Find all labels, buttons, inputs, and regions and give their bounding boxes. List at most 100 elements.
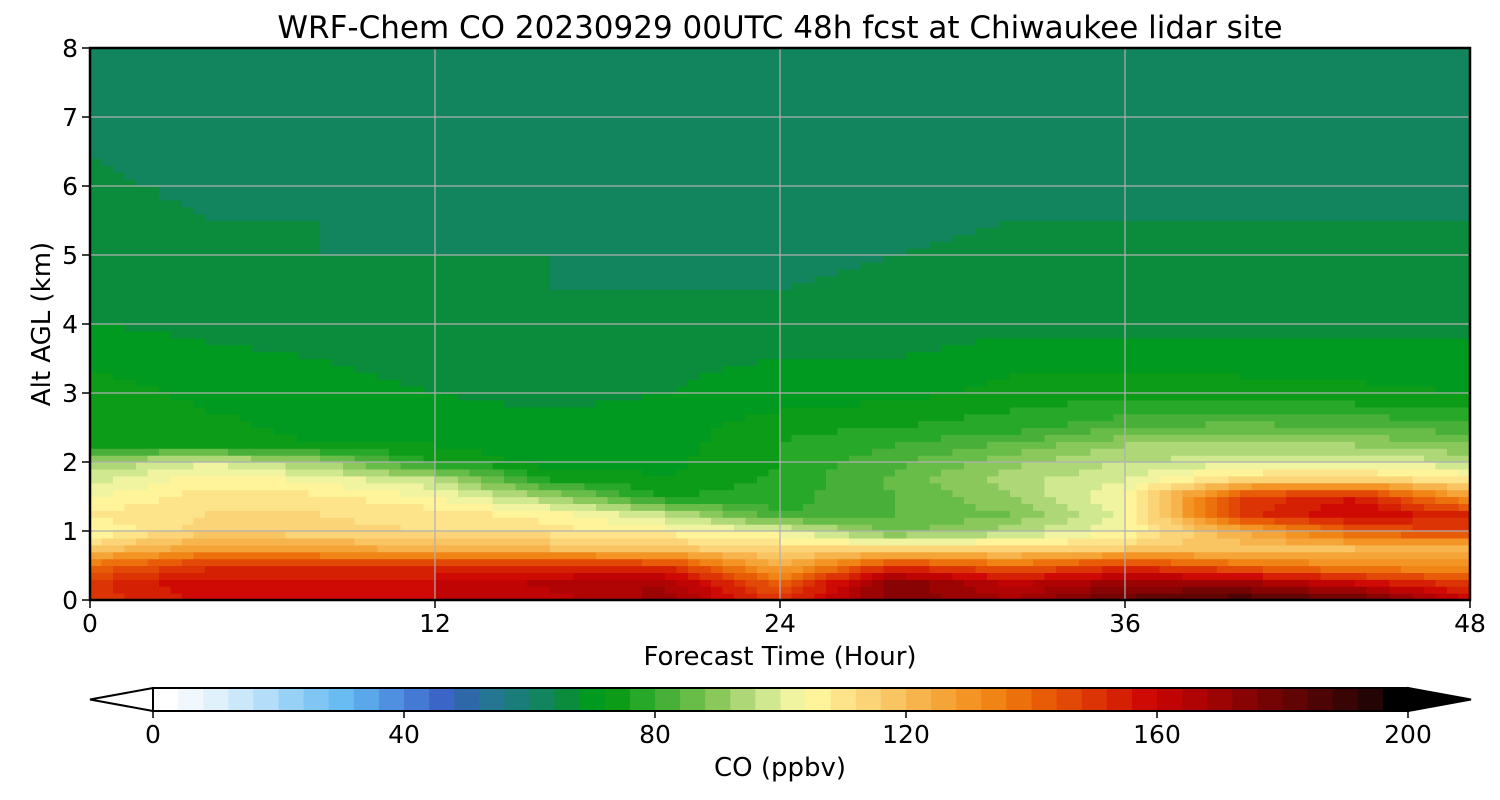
heatmap-cell <box>251 255 264 263</box>
heatmap-cell <box>228 496 241 504</box>
heatmap-cell <box>182 54 195 63</box>
heatmap-cell <box>251 241 264 249</box>
heatmap-cell <box>147 386 160 394</box>
heatmap-cell <box>366 434 379 442</box>
heatmap-cell <box>159 344 172 353</box>
heatmap-cell <box>469 537 482 546</box>
heatmap-cell <box>147 179 160 187</box>
heatmap-cell <box>722 344 735 353</box>
heatmap-cell <box>492 531 505 539</box>
heatmap-cell <box>481 158 494 166</box>
heatmap-cell <box>492 330 505 339</box>
heatmap-cell <box>561 351 574 360</box>
heatmap-cell <box>550 227 563 235</box>
heatmap-cell <box>458 420 471 429</box>
heatmap-cell <box>699 103 712 111</box>
heatmap-cell <box>538 186 551 194</box>
heatmap-cell <box>619 82 632 90</box>
heatmap-cell <box>527 537 540 546</box>
heatmap-cell <box>366 199 379 208</box>
heatmap-cell <box>492 303 505 311</box>
heatmap-cell <box>251 337 264 346</box>
heatmap-cell <box>481 220 494 228</box>
heatmap-cell <box>377 372 390 380</box>
heatmap-cell <box>446 75 459 84</box>
heatmap-cell <box>653 351 666 360</box>
heatmap-cell <box>504 61 517 70</box>
heatmap-cell <box>377 75 390 84</box>
heatmap-cell <box>228 551 241 560</box>
heatmap-cell <box>136 317 149 325</box>
heatmap-cell <box>745 531 758 539</box>
heatmap-cell <box>607 593 620 600</box>
heatmap-cell <box>389 117 402 125</box>
heatmap-cell <box>435 130 448 139</box>
heatmap-cell <box>504 220 517 228</box>
heatmap-cell <box>550 386 563 394</box>
heatmap-cell <box>504 358 517 366</box>
heatmap-cell <box>573 441 586 449</box>
heatmap-cell <box>228 96 241 104</box>
heatmap-cell <box>113 192 126 201</box>
heatmap-cell <box>768 317 781 325</box>
heatmap-cell <box>481 282 494 291</box>
heatmap-cell <box>665 96 678 104</box>
heatmap-cell <box>366 531 379 539</box>
heatmap-cell <box>515 303 528 311</box>
heatmap-cell <box>584 593 597 600</box>
heatmap-cell <box>469 427 482 435</box>
heatmap-cell <box>676 586 689 594</box>
heatmap-cell <box>642 510 655 518</box>
heatmap-cell <box>124 275 137 284</box>
heatmap-cell <box>193 103 206 111</box>
heatmap-cell <box>791 75 804 84</box>
heatmap-cell <box>722 496 735 504</box>
heatmap-cell <box>561 448 574 456</box>
heatmap-cell <box>780 475 793 484</box>
heatmap-cell <box>607 489 620 498</box>
heatmap-cell <box>596 179 609 187</box>
heatmap-cell <box>170 330 183 339</box>
heatmap-cell <box>596 572 609 580</box>
heatmap-cell <box>159 268 172 277</box>
heatmap-cell <box>136 199 149 208</box>
heatmap-cell <box>688 558 701 567</box>
heatmap-cell <box>803 393 816 401</box>
heatmap-cell <box>619 227 632 235</box>
heatmap-cell <box>412 227 425 235</box>
heatmap-cell <box>389 330 402 339</box>
heatmap-cell <box>113 406 126 415</box>
heatmap-cell <box>780 324 793 332</box>
heatmap-cell <box>757 372 770 380</box>
heatmap-cell <box>665 386 678 394</box>
heatmap-cell <box>458 572 471 580</box>
heatmap-cell <box>90 75 103 84</box>
heatmap-cell <box>469 317 482 325</box>
heatmap-cell <box>665 165 678 173</box>
heatmap-cell <box>423 524 436 532</box>
heatmap-cell <box>400 151 413 159</box>
heatmap-cell <box>331 172 344 180</box>
heatmap-cell <box>262 206 275 215</box>
heatmap-cell <box>136 227 149 235</box>
heatmap-cell <box>297 227 310 235</box>
heatmap-cell <box>803 489 816 498</box>
heatmap-cell <box>124 572 137 580</box>
heatmap-cell <box>124 303 137 311</box>
heatmap-cell <box>389 261 402 270</box>
heatmap-cell <box>320 358 333 366</box>
heatmap-cell <box>136 192 149 201</box>
heatmap-cell <box>170 531 183 539</box>
heatmap-cell <box>354 248 367 256</box>
heatmap-cell <box>458 234 471 242</box>
heatmap-cell <box>228 524 241 532</box>
heatmap-cell <box>320 96 333 104</box>
heatmap-cell <box>607 317 620 325</box>
heatmap-cell <box>607 151 620 159</box>
heatmap-cell <box>170 310 183 318</box>
heatmap-cell <box>136 455 149 463</box>
heatmap-cell <box>90 172 103 180</box>
heatmap-cell <box>423 255 436 263</box>
heatmap-cell <box>331 144 344 153</box>
heatmap-cell <box>481 137 494 146</box>
